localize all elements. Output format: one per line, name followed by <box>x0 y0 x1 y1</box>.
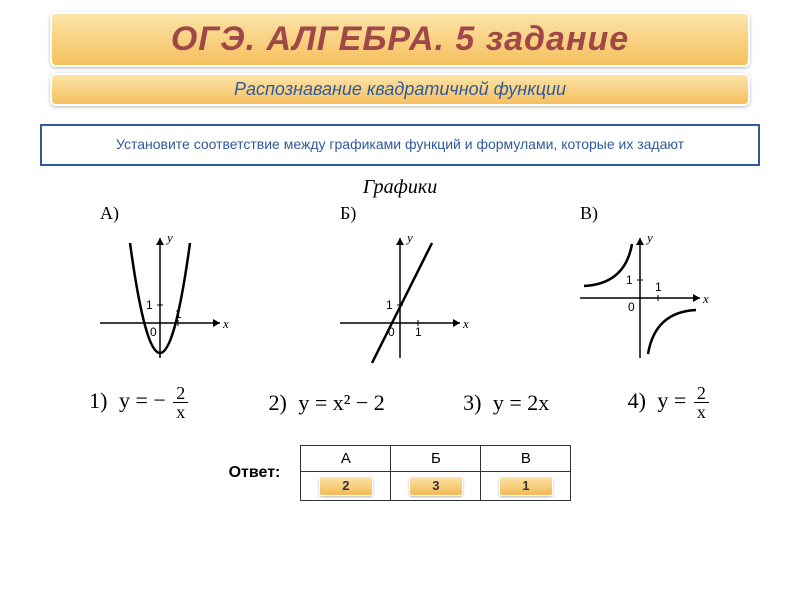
formula-1: 1) y = − 2 x <box>89 384 190 421</box>
svg-text:x: x <box>702 291 709 306</box>
formulas-row: 1) y = − 2 x 2) y = x² − 2 3) y = 2x 4) … <box>50 384 750 421</box>
answer-value-c[interactable]: 1 <box>499 476 553 496</box>
svg-text:1: 1 <box>415 325 422 339</box>
svg-text:y: y <box>645 230 653 245</box>
svg-text:x: x <box>462 316 469 331</box>
formula-4: 4) y = 2 x <box>628 384 711 421</box>
graph-label-a: А) <box>100 203 119 224</box>
graph-block-c: В) x y 1 1 0 <box>570 203 710 368</box>
graph-label-c: В) <box>580 203 598 224</box>
fraction-1: 2 x <box>173 384 188 421</box>
graph-block-b: Б) x y 1 1 0 <box>330 203 470 368</box>
svg-text:x: x <box>222 316 229 331</box>
answer-header-row: А Б В <box>301 446 571 472</box>
svg-text:y: y <box>165 230 173 245</box>
svg-text:0: 0 <box>628 300 635 314</box>
answer-header-c: В <box>481 446 571 472</box>
subtitle-bar: Распознавание квадратичной функции <box>50 73 750 106</box>
graph-block-a: А) x y 1 1 0 <box>90 203 230 368</box>
answer-value-a[interactable]: 2 <box>319 476 373 496</box>
svg-text:1: 1 <box>626 273 633 287</box>
answer-header-b: Б <box>391 446 481 472</box>
slide-container: ОГЭ. АЛГЕБРА. 5 задание Распознавание кв… <box>0 0 800 600</box>
graph-label-b: Б) <box>340 203 356 224</box>
svg-text:1: 1 <box>146 298 153 312</box>
svg-text:1: 1 <box>655 280 662 294</box>
graphs-heading: Графики <box>30 176 770 199</box>
answer-value-row: 2 3 1 <box>301 472 571 501</box>
title-bar: ОГЭ. АЛГЕБРА. 5 задание <box>50 12 750 67</box>
svg-text:1: 1 <box>386 298 393 312</box>
subtitle-text: Распознавание квадратичной функции <box>234 79 566 99</box>
instruction-box: Установите соответствие между графиками … <box>40 124 760 166</box>
answer-label: Ответ: <box>229 464 281 482</box>
fraction-4: 2 x <box>694 384 709 421</box>
instruction-text: Установите соответствие между графиками … <box>116 136 684 152</box>
answer-table: А Б В 2 3 1 <box>300 445 571 501</box>
graphs-row: А) x y 1 1 0 Б) <box>40 203 760 368</box>
graph-parabola: x y 1 1 0 <box>90 228 230 368</box>
title-text: ОГЭ. АЛГЕБРА. 5 задание <box>171 20 629 58</box>
formula-2: 2) y = x² − 2 <box>269 390 385 416</box>
answer-row: Ответ: А Б В 2 3 1 <box>30 445 770 501</box>
answer-header-a: А <box>301 446 391 472</box>
graph-line: x y 1 1 0 <box>330 228 470 368</box>
answer-value-b[interactable]: 3 <box>409 476 463 496</box>
svg-text:y: y <box>405 230 413 245</box>
graph-hyperbola: x y 1 1 0 <box>570 228 710 368</box>
formula-3: 3) y = 2x <box>463 390 549 416</box>
svg-text:0: 0 <box>150 325 157 339</box>
